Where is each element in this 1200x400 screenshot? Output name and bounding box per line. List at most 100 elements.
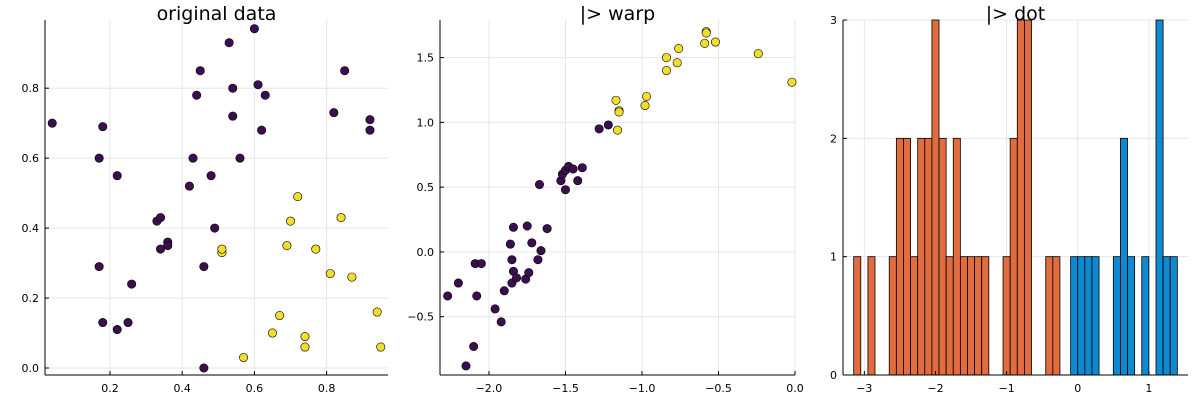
scatter-point-class-0 bbox=[527, 238, 537, 248]
y-tick-label: 0.0 bbox=[417, 246, 435, 259]
histogram-bar-series-0 bbox=[981, 256, 990, 376]
scatter-point-class-0 bbox=[228, 111, 238, 121]
scatter-point-class-0 bbox=[505, 239, 515, 249]
scatter-point-class-0 bbox=[443, 291, 453, 301]
x-tick-label: −1.0 bbox=[629, 382, 656, 395]
x-tick-label: −3 bbox=[856, 382, 872, 395]
histogram-bar-series-0 bbox=[945, 256, 954, 376]
histogram-bar-series-0 bbox=[895, 137, 904, 376]
y-tick-label: −0.5 bbox=[407, 311, 434, 324]
y-tick-label: 1.0 bbox=[417, 116, 435, 129]
scatter-point-class-0 bbox=[192, 90, 202, 100]
scatter-point-class-0 bbox=[195, 66, 205, 76]
scatter-point-class-0 bbox=[512, 273, 522, 283]
x-tick-label: 0 bbox=[1074, 382, 1081, 395]
scatter-point-class-0 bbox=[577, 163, 587, 173]
scatter-point-class-1 bbox=[701, 28, 711, 38]
y-tick-label: 1 bbox=[830, 251, 837, 264]
scatter-point-class-0 bbox=[228, 83, 238, 93]
histogram-bar-series-0 bbox=[1009, 137, 1018, 376]
histogram-bar-series-1 bbox=[1155, 19, 1164, 376]
scatter-point-class-1 bbox=[267, 328, 277, 338]
y-tick-label: 0.4 bbox=[22, 222, 40, 235]
scatter-point-class-0 bbox=[508, 222, 518, 232]
histogram-bar-series-0 bbox=[1045, 256, 1054, 376]
x-tick-label: 0.4 bbox=[173, 382, 191, 395]
scatter-point-class-1 bbox=[661, 66, 671, 76]
histogram-bar-series-1 bbox=[1091, 256, 1100, 376]
scatter-point-class-1 bbox=[611, 95, 621, 105]
histogram-bar-series-0 bbox=[952, 137, 961, 376]
panel-title: original data bbox=[157, 3, 277, 25]
scatter-point-class-1 bbox=[753, 49, 763, 59]
scatter-point-class-0 bbox=[112, 325, 122, 335]
scatter-point-class-0 bbox=[533, 255, 543, 265]
scatter-point-class-0 bbox=[469, 341, 479, 351]
scatter-point-class-0 bbox=[534, 180, 544, 190]
y-tick-label: 1.5 bbox=[417, 52, 435, 65]
x-tick-label: −0.5 bbox=[705, 382, 732, 395]
scatter-point-class-1 bbox=[674, 44, 684, 54]
scatter-point-class-0 bbox=[594, 124, 604, 134]
y-tick-label: 0.8 bbox=[22, 82, 40, 95]
scatter-point-class-0 bbox=[253, 80, 263, 90]
scatter-point-class-1 bbox=[282, 241, 292, 251]
scatter-point-class-0 bbox=[156, 213, 166, 223]
scatter-point-class-0 bbox=[47, 118, 57, 128]
histogram-bar-series-1 bbox=[1127, 256, 1136, 376]
x-tick-label: −1 bbox=[998, 382, 1014, 395]
histogram-bar-series-0 bbox=[959, 256, 968, 376]
histogram-bar-series-1 bbox=[1120, 137, 1128, 376]
scatter-point-class-0 bbox=[536, 246, 546, 256]
scatter-point-class-0 bbox=[490, 304, 500, 314]
scatter-point-class-0 bbox=[94, 153, 104, 163]
scatter-point-class-0 bbox=[560, 185, 570, 195]
histogram-bar-series-0 bbox=[1023, 19, 1032, 376]
scatter-point-class-0 bbox=[260, 90, 270, 100]
scatter-point-class-0 bbox=[156, 244, 166, 254]
scatter-point-class-1 bbox=[239, 353, 249, 363]
scatter-point-class-1 bbox=[336, 213, 346, 223]
scatter-point-class-0 bbox=[496, 317, 506, 327]
scatter-point-class-1 bbox=[672, 58, 682, 68]
scatter-point-class-0 bbox=[603, 120, 613, 130]
scatter-point-class-1 bbox=[612, 125, 622, 135]
scatter-point-class-0 bbox=[98, 122, 108, 132]
x-tick-label: −2.0 bbox=[476, 382, 503, 395]
panel-title: |> dot bbox=[986, 3, 1046, 25]
scatter-point-class-0 bbox=[340, 66, 350, 76]
scatter-point-class-0 bbox=[507, 255, 517, 265]
y-tick-label: 0 bbox=[830, 369, 837, 382]
scatter-point-class-0 bbox=[522, 221, 532, 231]
scatter-point-class-0 bbox=[98, 318, 108, 328]
histogram-bar-series-0 bbox=[938, 137, 947, 376]
scatter-point-class-0 bbox=[568, 164, 578, 174]
scatter-point-class-1 bbox=[614, 107, 624, 117]
y-tick-label: 0.2 bbox=[22, 292, 40, 305]
scatter-point-class-1 bbox=[661, 53, 671, 63]
x-tick-label: 0.8 bbox=[318, 382, 336, 395]
y-tick-label: 0.0 bbox=[22, 362, 40, 375]
x-tick-label: 0.0 bbox=[786, 382, 804, 395]
histogram-bar-series-0 bbox=[888, 256, 897, 376]
histogram-bar-series-0 bbox=[1052, 256, 1061, 376]
panel-dot-histogram: −3 −2 −1 0 1 0 1 2 3 |> dot bbox=[830, 3, 1188, 395]
scatter-point-class-1 bbox=[700, 38, 710, 48]
scatter-point-class-1 bbox=[325, 269, 335, 279]
scatter-point-class-1 bbox=[286, 216, 296, 226]
histogram-bar-series-0 bbox=[867, 256, 876, 376]
panel-title: |> warp bbox=[580, 3, 655, 25]
histogram-bar-series-1 bbox=[1162, 256, 1171, 376]
scatter-point-class-0 bbox=[472, 291, 482, 301]
scatter-point-class-1 bbox=[787, 77, 797, 87]
histogram-bar-series-0 bbox=[917, 137, 926, 376]
scatter-point-class-0 bbox=[224, 38, 234, 48]
scatter-point-class-0 bbox=[329, 108, 339, 118]
x-tick-label: −1.5 bbox=[552, 382, 579, 395]
scatter-point-class-1 bbox=[372, 307, 382, 317]
y-tick-label: 0.6 bbox=[22, 152, 40, 165]
scatter-point-class-0 bbox=[210, 223, 220, 233]
histogram-bar-series-1 bbox=[1084, 256, 1093, 376]
scatter-point-class-1 bbox=[376, 342, 386, 352]
scatter-point-class-1 bbox=[642, 91, 652, 101]
